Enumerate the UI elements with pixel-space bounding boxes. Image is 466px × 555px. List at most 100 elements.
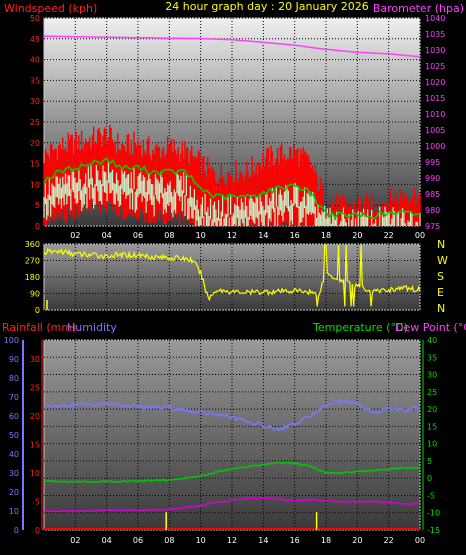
humidity-tick-label: 90 xyxy=(9,355,19,364)
windspeed-tick-label: 15 xyxy=(30,160,40,169)
x-tick-label: 16 xyxy=(290,231,300,240)
humidity-series xyxy=(43,398,421,432)
x-tick-label: 04 xyxy=(102,231,112,240)
direction-tick-label: 90 xyxy=(30,290,40,299)
compass-label: E xyxy=(437,286,444,299)
windspeed-tick-label: 50 xyxy=(30,14,40,23)
temperature-tick-label: 15 xyxy=(427,422,437,431)
temperature-tick-label: 20 xyxy=(427,405,437,414)
barometer-tick-label: 980 xyxy=(425,206,440,215)
humidity-tick-label: 0 xyxy=(14,526,19,535)
x-tick-label: 22 xyxy=(384,231,394,240)
humidity-tick-label: 100 xyxy=(4,336,19,345)
humidity-tick-label: 30 xyxy=(9,469,19,478)
temperature-tick-label: -15 xyxy=(427,526,440,535)
barometer-tick-label: 995 xyxy=(425,158,440,167)
rainfall-tick-label: 30 xyxy=(30,355,40,364)
windspeed-tick-label: 0 xyxy=(35,222,40,231)
barometer-tick-label: 1005 xyxy=(425,126,445,135)
average-series xyxy=(43,157,421,220)
x-tick-label: 02 xyxy=(70,536,80,545)
temperature-tick-label: 0 xyxy=(427,474,432,483)
x-tick-label: 14 xyxy=(258,536,268,545)
compass-label: W xyxy=(437,254,448,267)
x-tick-label: 14 xyxy=(258,231,268,240)
rainfall-tick-label: 0 xyxy=(35,526,40,535)
x-tick-label: 08 xyxy=(164,231,174,240)
humidity-tick-label: 10 xyxy=(9,507,19,516)
barometer-tick-label: 1025 xyxy=(425,62,445,71)
windspeed-tick-label: 20 xyxy=(30,139,40,148)
windspeed-tick-label: 5 xyxy=(35,201,40,210)
x-tick-label: 16 xyxy=(290,536,300,545)
x-tick-label: 08 xyxy=(164,536,174,545)
barometer-tick-label: 985 xyxy=(425,190,440,199)
compass-label: N xyxy=(437,302,445,315)
rainfall-tick-label: 10 xyxy=(30,469,40,478)
x-tick-label: 20 xyxy=(352,536,362,545)
dewpoint-axis-label: Dew Point (°C) xyxy=(395,321,466,334)
x-tick-label: 22 xyxy=(384,536,394,545)
x-tick-label: 04 xyxy=(102,536,112,545)
windspeed-tick-label: 45 xyxy=(30,35,40,44)
x-tick-label: 20 xyxy=(352,231,362,240)
windspeed-tick-label: 35 xyxy=(30,76,40,85)
direction-tick-label: 180 xyxy=(25,273,40,282)
barometer-tick-label: 1010 xyxy=(425,110,445,119)
x-tick-label: 12 xyxy=(227,536,237,545)
x-tick-label: 10 xyxy=(196,231,206,240)
rainfall-axis-label: Rainfall (mm) xyxy=(2,321,76,334)
temperature-tick-label: -10 xyxy=(427,509,440,518)
direction-tick-label: 0 xyxy=(35,306,40,315)
barometer-tick-label: 1035 xyxy=(425,30,445,39)
windspeed-tick-label: 40 xyxy=(30,56,40,65)
barometer-tick-label: 1030 xyxy=(425,46,445,55)
temperature-tick-label: 5 xyxy=(427,457,432,466)
barometer-tick-label: 975 xyxy=(425,222,440,231)
barometer-tick-label: 990 xyxy=(425,174,440,183)
temperature-plot-area xyxy=(43,339,421,531)
windspeed-tick-label: 30 xyxy=(30,97,40,106)
humidity-tick-label: 80 xyxy=(9,374,19,383)
barometer-axis-label: Barometer (hpa) xyxy=(373,2,464,15)
humidity-tick-label: 60 xyxy=(9,412,19,421)
graph-title: 24 hour graph day : 20 January 2026 xyxy=(165,0,369,13)
barometer-tick-label: 1015 xyxy=(425,94,445,103)
x-tick-label: 00 xyxy=(415,536,425,545)
temperature-tick-label: 10 xyxy=(427,440,437,449)
humidity-axis-label: Humidity xyxy=(67,321,117,334)
temperature-tick-label: 40 xyxy=(427,336,437,345)
windspeed-tick-label: 10 xyxy=(30,180,40,189)
compass-label: N xyxy=(437,238,445,251)
temperature-tick-label: 30 xyxy=(427,371,437,380)
temperature-tick-label: 35 xyxy=(427,353,437,362)
x-tick-label: 06 xyxy=(133,536,143,545)
rainfall-tick-label: 20 xyxy=(30,412,40,421)
compass-label: S xyxy=(437,270,444,283)
x-tick-label: 02 xyxy=(70,231,80,240)
dewpoint-series xyxy=(44,497,421,513)
barometer-tick-label: 1000 xyxy=(425,142,445,151)
x-tick-label: 12 xyxy=(227,231,237,240)
barometer-series xyxy=(43,35,421,58)
windspeed-axis-label: Windspeed (kph) xyxy=(4,2,97,15)
temperature-series xyxy=(43,461,421,484)
temperature-tick-label: 25 xyxy=(427,388,437,397)
rainfall-tick-label: 15 xyxy=(30,441,40,450)
direction-tick-label: 360 xyxy=(25,240,40,249)
humidity-tick-label: 20 xyxy=(9,488,19,497)
speed-series xyxy=(43,161,421,226)
direction-series xyxy=(43,244,421,307)
x-tick-label: 18 xyxy=(321,536,331,545)
rainfall-tick-label: 25 xyxy=(30,384,40,393)
x-tick-label: 10 xyxy=(196,536,206,545)
windspeed-tick-label: 25 xyxy=(30,118,40,127)
humidity-tick-label: 40 xyxy=(9,450,19,459)
humidity-tick-label: 50 xyxy=(9,431,19,440)
x-tick-label: 06 xyxy=(133,231,143,240)
temperature-axis-label: Temperature (°C) xyxy=(312,321,408,334)
